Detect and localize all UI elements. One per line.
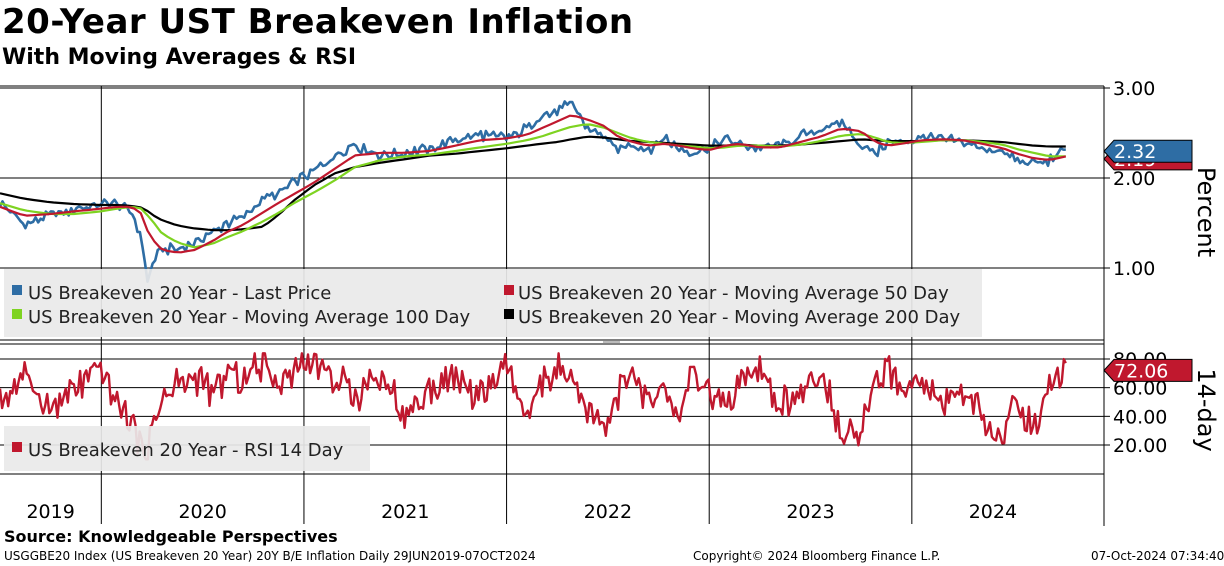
year-label: 2021 [381,501,429,523]
x-axis-year-labels: 2019 2020 2021 2022 2023 2024 [26,501,1017,523]
legend-swatch-rsi [12,442,22,452]
ma200-line [0,135,1066,232]
year-label: 2024 [969,501,1017,523]
ticker-info: USGGBE20 Index (US Breakeven 20 Year) 20… [4,549,536,563]
source-note: Source: Knowledgeable Perspectives [4,527,338,546]
rsi-legend-box [4,426,370,471]
legend-label-price: US Breakeven 20 Year - Last Price [28,283,331,304]
year-label: 2022 [584,501,632,523]
legend-swatch-ma200 [504,309,514,319]
chart-subtitle: With Moving Averages & RSI [2,45,357,70]
price-last-value-tag-text: 2.32 [1114,141,1156,163]
timestamp: 07-Oct-2024 07:34:40 [1091,549,1224,563]
legend-label-ma200: US Breakeven 20 Year - Moving Average 20… [518,307,961,328]
rsi-last-value-tag-shape [1103,358,1193,382]
rsi-series-group [0,352,1067,461]
year-label: 2019 [26,501,74,523]
price-gridlines [0,87,1104,269]
year-label: 2023 [786,501,834,523]
legend-label-rsi: US Breakeven 20 Year - RSI 14 Day [28,440,344,461]
legend-label-ma50: US Breakeven 20 Year - Moving Average 50… [518,283,949,304]
rsi-last-value-tag: 72.06 [1103,358,1193,382]
legend-label-ma100: US Breakeven 20 Year - Moving Average 10… [28,307,471,328]
rsi-tick-label: 40.00 [1113,406,1167,428]
price-tick-label: 2.00 [1113,168,1155,190]
copyright: Copyright© 2024 Bloomberg Finance L.P. [693,549,941,563]
legend-swatch-ma50 [504,285,514,295]
price-axis-title: Percent [1192,167,1220,257]
ma100-line [0,123,1066,249]
year-label: 2020 [178,501,226,523]
chart-title: 20-Year UST Breakeven Inflation [2,2,634,42]
price-series-group [0,100,1067,283]
price-last-value-tag: 2.32 [1103,139,1193,163]
price-tick-label: 3.00 [1113,78,1155,100]
ma50-line [0,114,1067,254]
legend-swatch-price [12,285,22,295]
rsi-tick-label: 20.00 [1113,435,1167,457]
price-line [0,100,1066,283]
price-legend-box [4,269,982,337]
legend-swatch-ma100 [12,309,22,319]
rsi-line [0,352,1067,461]
price-last-value-tag-shape [1103,139,1193,163]
rsi-axis-title: 14-day [1192,368,1220,451]
rsi-tick-label: 60.00 [1113,378,1167,400]
price-y-ticks: 3.00 2.00 1.00 [1104,78,1155,280]
price-tick-label: 1.00 [1113,258,1155,280]
rsi-last-value-tag-text: 72.06 [1114,360,1168,382]
